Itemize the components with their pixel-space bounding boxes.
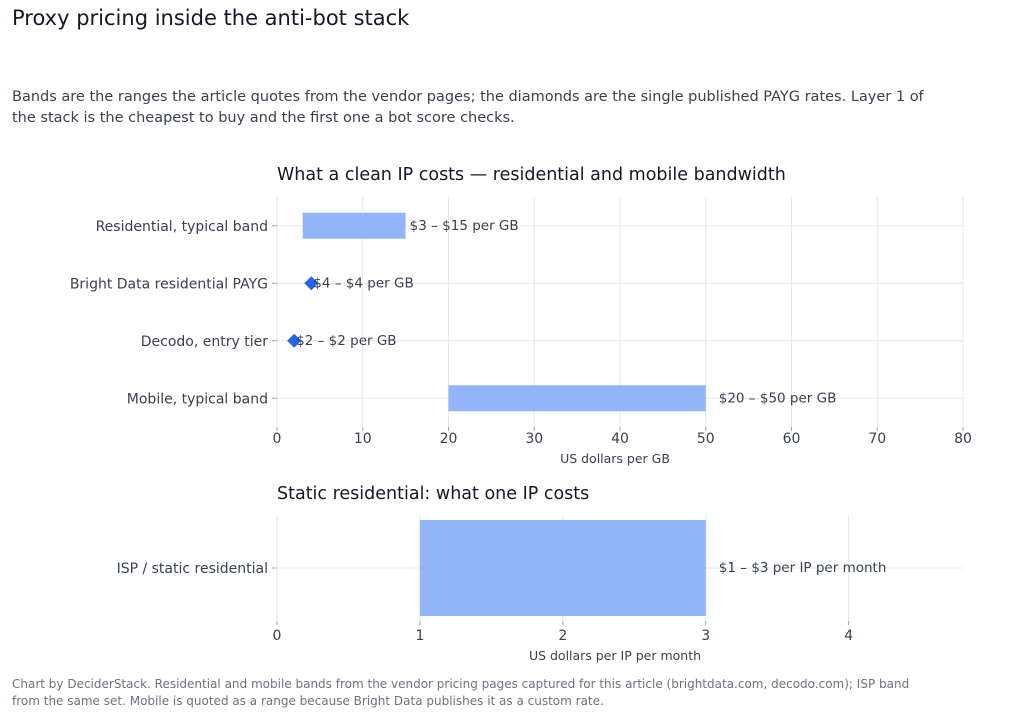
data-label: $3 – $15 per GB	[410, 218, 519, 234]
chart-title-bandwidth: What a clean IP costs — residential and …	[277, 165, 786, 185]
y-category-label: Bright Data residential PAYG	[70, 276, 268, 292]
payg-diamond	[287, 333, 302, 348]
x-tick-label: 40	[611, 431, 629, 447]
x-tick-label: 0	[273, 628, 282, 644]
y-category-label: ISP / static residential	[117, 561, 268, 577]
x-tick-label: 10	[354, 431, 372, 447]
x-tick-label: 1	[415, 628, 424, 644]
range-band	[448, 385, 706, 412]
payg-diamond	[304, 276, 319, 291]
x-tick-label: 0	[273, 431, 282, 447]
data-label: $20 – $50 per GB	[719, 390, 837, 406]
x-axis-label: US dollars per GB	[560, 451, 670, 466]
page-subtitle: Bands are the ranges the article quotes …	[12, 89, 924, 126]
x-tick-label: 50	[697, 431, 715, 447]
y-category-label: Mobile, typical band	[127, 391, 268, 407]
x-tick-label: 3	[701, 628, 710, 644]
y-category-label: Residential, typical band	[96, 219, 268, 235]
x-tick-label: 4	[844, 628, 853, 644]
x-tick-label: 20	[440, 431, 458, 447]
x-tick-label: 30	[525, 431, 543, 447]
x-tick-label: 60	[783, 431, 801, 447]
x-tick-label: 2	[558, 628, 567, 644]
x-tick-label: 80	[954, 431, 972, 447]
chart-title-static: Static residential: what one IP costs	[277, 484, 590, 504]
chart-footnote: Chart by DeciderStack. Residential and m…	[12, 677, 910, 708]
range-band	[419, 520, 706, 616]
data-label: $2 – $2 per GB	[296, 333, 396, 349]
y-category-label: Decodo, entry tier	[141, 334, 268, 350]
x-tick-label: 70	[868, 431, 886, 447]
data-label: $1 – $3 per IP per month	[719, 560, 887, 576]
data-label: $4 – $4 per GB	[313, 275, 413, 291]
page-title: Proxy pricing inside the anti-bot stack	[12, 6, 410, 30]
x-axis-label: US dollars per IP per month	[529, 648, 701, 663]
range-band	[302, 212, 406, 239]
